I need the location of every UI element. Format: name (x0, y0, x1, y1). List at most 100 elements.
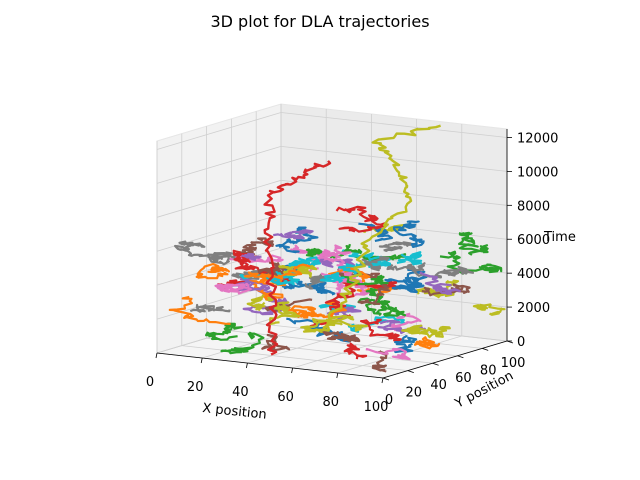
y-tick-mark (432, 362, 439, 366)
x-tick-mark (381, 377, 384, 384)
grid-line (156, 213, 282, 252)
x-tick-label: 80 (323, 395, 340, 410)
trajectory-line (195, 262, 230, 280)
grid-line (280, 112, 508, 138)
trajectory-line (439, 250, 503, 275)
y-tick-mark (407, 370, 414, 373)
y-tick-label: 0 (385, 393, 393, 408)
trajectories (168, 124, 506, 373)
trajectory-line (239, 271, 300, 286)
trajectory-line (392, 220, 425, 248)
trajectory-line (263, 160, 332, 356)
trajectory-line (360, 318, 403, 342)
tick-labels: 0 20 40 60 80 1000 20 40 60 80 1000200040006000800… (146, 132, 559, 416)
grid-line (181, 345, 408, 371)
trajectory-line (472, 303, 506, 316)
trajectory-line (229, 254, 284, 264)
trajectory-line (214, 282, 252, 295)
z-tick-label: 2000 (517, 301, 550, 316)
pane-left (156, 103, 282, 354)
trajectory-line (205, 322, 243, 341)
x-tick-mark (200, 357, 203, 364)
grid-line (156, 146, 282, 184)
y-tick-mark (382, 377, 390, 381)
trajectory-line (378, 241, 418, 252)
trajectory-line (273, 229, 314, 240)
trajectory-line (413, 336, 441, 350)
trajectory-line (401, 324, 451, 339)
trajectory-line (391, 284, 418, 294)
x-tick-label: 0 (146, 375, 154, 390)
x-axis-line (156, 352, 384, 379)
x-tick-label: 60 (277, 390, 294, 405)
grid-line (280, 281, 508, 308)
trajectory-line (244, 263, 311, 280)
trajectory-line (360, 256, 390, 272)
trajectory-line (269, 301, 301, 325)
trajectory-line (324, 283, 356, 311)
trajectory-line (232, 249, 258, 263)
z-axis-label: Time (543, 230, 576, 245)
trajectory-line (343, 342, 368, 360)
trajectory-line (322, 331, 361, 343)
trajectory-line (421, 283, 471, 297)
trajectory-line (341, 249, 392, 268)
trajectory-line (319, 244, 352, 263)
z-tick-label: 0 (517, 335, 525, 350)
trajectory-line (419, 271, 461, 295)
y-tick-label: 20 (406, 386, 423, 401)
trajectory-line (365, 347, 411, 361)
trajectory-line (248, 273, 286, 301)
y-tick-label: 40 (430, 378, 447, 393)
trajectory-line (305, 243, 363, 259)
trajectory-line (321, 124, 441, 332)
y-tick-mark (482, 348, 489, 351)
trajectory-line (319, 272, 345, 284)
grid-line (206, 337, 433, 364)
trajectory-line (168, 295, 231, 325)
trajectory-line (365, 287, 397, 312)
grid-line (337, 335, 462, 374)
trajectory-line (234, 257, 291, 284)
trajectory-line (396, 251, 423, 266)
z-tick-label: 6000 (517, 233, 550, 248)
x-tick-mark (246, 362, 248, 369)
trajectory-line (325, 314, 369, 332)
z-tick-label: 10000 (517, 165, 558, 180)
grid-line (280, 146, 508, 172)
trajectory-line (340, 274, 389, 286)
x-tick-mark (291, 367, 293, 374)
z-tick-label: 8000 (517, 199, 550, 214)
trajectory-line (358, 284, 390, 305)
y-tick-label: 100 (501, 356, 526, 371)
trajectory-line (241, 252, 262, 262)
z-tick-label: 4000 (517, 267, 550, 282)
trajectory-line (300, 318, 343, 334)
x-tick-mark (155, 352, 158, 359)
trajectory-line (458, 231, 489, 256)
grid-line (280, 179, 508, 206)
trajectory-line (439, 265, 475, 277)
chart-title: 3D plot for DLA trajectories (210, 12, 430, 31)
z-tick-label: 12000 (517, 132, 558, 147)
trajectory-line (288, 256, 321, 268)
y-tick-mark (457, 355, 464, 359)
x-tick-label: 100 (364, 400, 389, 415)
grid-line (247, 325, 372, 364)
trajectory-line (189, 303, 231, 313)
x-tick-mark (336, 372, 339, 379)
axis-lines (155, 129, 514, 384)
trajectory-line (335, 205, 387, 233)
grid-line (256, 323, 483, 349)
y-axis-line (382, 340, 508, 379)
trajectory-line (394, 334, 418, 354)
trajectory-line (220, 331, 265, 355)
y-tick-label: 80 (480, 363, 497, 378)
x-axis-label: X position (202, 401, 268, 423)
trajectory-line (340, 280, 398, 290)
trajectory-line (261, 333, 291, 352)
x-tick-label: 40 (232, 385, 249, 400)
y-tick-label: 60 (455, 371, 472, 386)
x-tick-label: 20 (187, 380, 204, 395)
